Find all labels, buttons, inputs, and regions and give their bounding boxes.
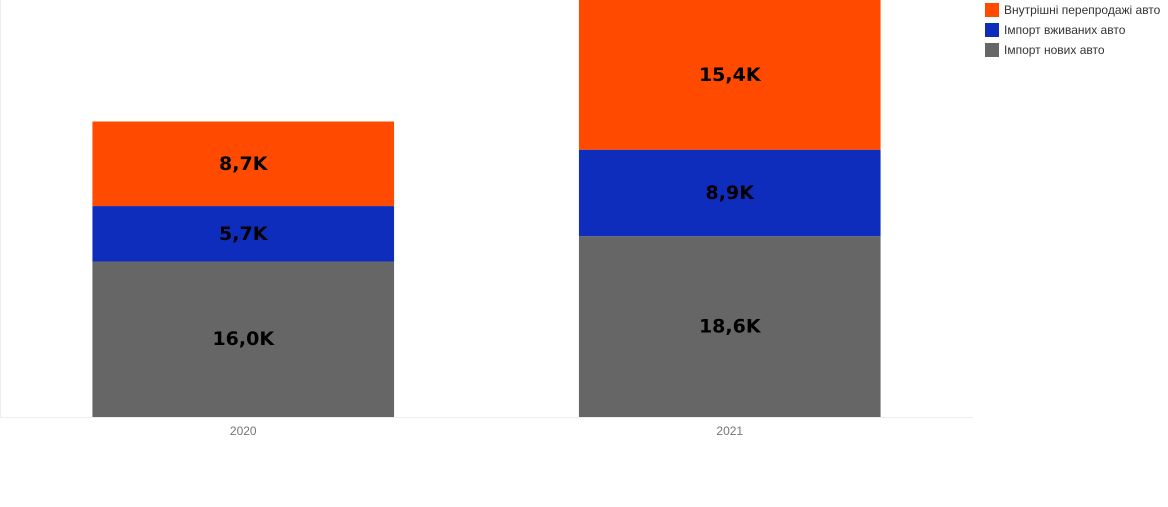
legend-swatch-new-import: [985, 43, 999, 57]
bar-label-2021-new-import: 18,6K: [699, 316, 762, 338]
bar-2021-new-import[interactable]: [578, 236, 881, 417]
x-tick-label-2020: 2020: [230, 424, 257, 438]
legend-swatch-used-import: [985, 23, 999, 37]
bar-label-2020-used-import: 5,7K: [219, 223, 269, 245]
bar-2020-used-import[interactable]: [92, 206, 395, 262]
bar-label-2021-resales: 15,4K: [699, 64, 762, 86]
bar-label-2020-resales: 8,7K: [219, 153, 269, 175]
legend-label-resales: Внутрішні перепродажі авто: [1004, 3, 1161, 17]
legend-item-new-import[interactable]: Імпорт нових авто: [985, 40, 1160, 60]
bar-2021-used-import[interactable]: [578, 149, 881, 237]
bar-2020-resales[interactable]: [92, 121, 395, 207]
legend: Внутрішні перепродажі авто Імпорт вживан…: [985, 0, 1160, 60]
legend-item-resales[interactable]: Внутрішні перепродажі авто: [985, 0, 1160, 20]
x-tick-label-2021: 2021: [716, 424, 743, 438]
bar-label-2020-new-import: 16,0K: [212, 328, 275, 350]
legend-swatch-resales: [985, 3, 999, 17]
bars-group: [92, 0, 881, 417]
legend-label-new-import: Імпорт нових авто: [1004, 43, 1105, 57]
bar-label-2021-used-import: 8,9K: [706, 182, 756, 204]
legend-label-used-import: Імпорт вживаних авто: [1004, 23, 1126, 37]
bar-labels-group: 16,0K 5,7K 8,7K 18,6K 8,9K 15,4K: [212, 64, 761, 350]
bar-2020-new-import[interactable]: [92, 261, 395, 417]
stacked-bar-chart: 16,0K 5,7K 8,7K 18,6K 8,9K 15,4K 2020 2021: [0, 0, 973, 438]
x-tick-labels-group: 2020 2021: [230, 424, 744, 438]
legend-item-used-import[interactable]: Імпорт вживаних авто: [985, 20, 1160, 40]
bar-2021-resales[interactable]: [578, 0, 881, 150]
